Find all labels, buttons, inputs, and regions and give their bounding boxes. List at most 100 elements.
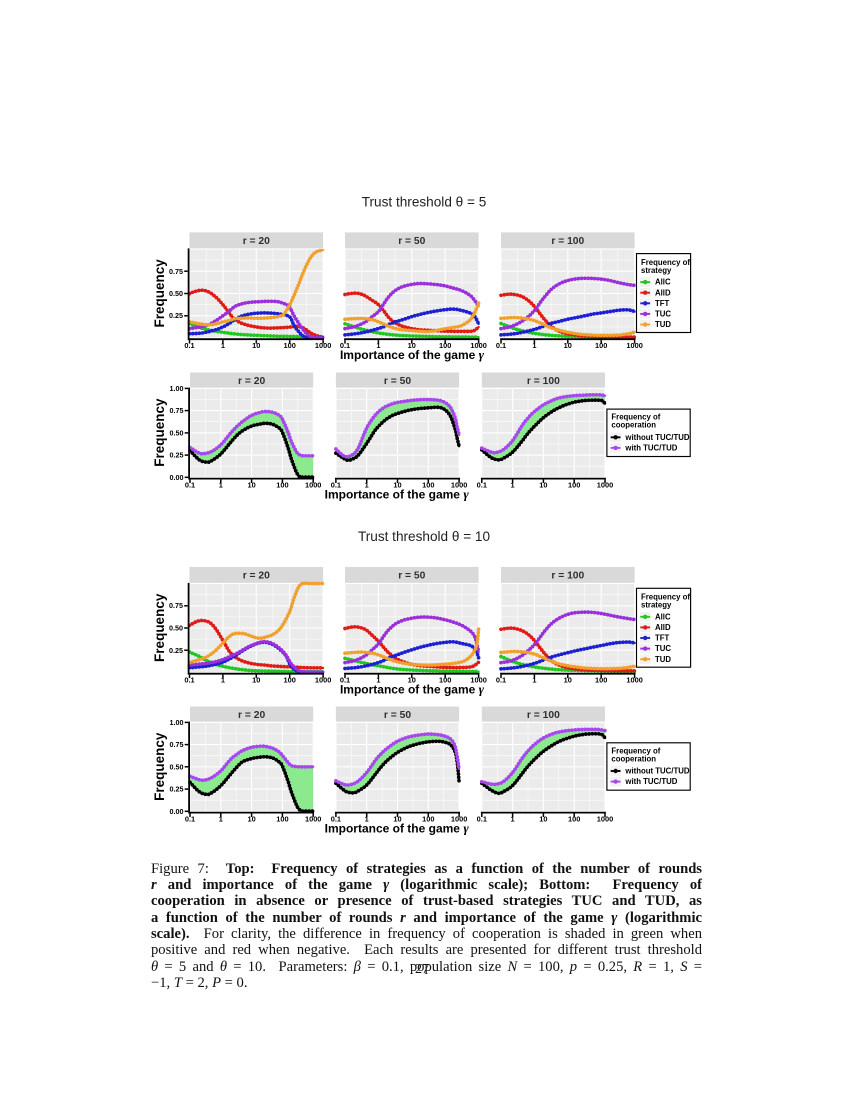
svg-text:1000: 1000	[451, 480, 467, 489]
svg-text:r = 100: r = 100	[551, 571, 584, 582]
svg-text:AllD: AllD	[655, 288, 671, 297]
svg-text:10: 10	[539, 814, 547, 823]
svg-text:0.1: 0.1	[477, 814, 487, 823]
svg-text:Frequency: Frequency	[152, 398, 167, 467]
svg-text:1.00: 1.00	[170, 384, 184, 393]
svg-text:AllC: AllC	[655, 612, 671, 621]
svg-text:100: 100	[284, 675, 296, 684]
svg-text:1000: 1000	[305, 480, 321, 489]
svg-text:Trust threshold θ = 10: Trust threshold θ = 10	[358, 529, 491, 544]
svg-text:1000: 1000	[470, 675, 486, 684]
svg-text:1.00: 1.00	[170, 718, 184, 727]
svg-text:Trust threshold θ = 5: Trust threshold θ = 5	[362, 195, 487, 210]
svg-text:10: 10	[393, 814, 401, 823]
svg-text:AllD: AllD	[655, 623, 671, 632]
svg-text:100: 100	[595, 675, 607, 684]
svg-text:1: 1	[365, 480, 369, 489]
svg-text:10: 10	[252, 341, 260, 350]
svg-text:0.1: 0.1	[340, 675, 350, 684]
svg-text:Importance of the game γ: Importance of the game γ	[340, 681, 485, 696]
svg-text:TUC: TUC	[655, 310, 671, 319]
svg-text:0.1: 0.1	[184, 675, 194, 684]
svg-text:TUD: TUD	[655, 655, 671, 664]
svg-text:r = 100: r = 100	[527, 710, 560, 721]
svg-text:r = 20: r = 20	[238, 376, 265, 387]
svg-text:0.1: 0.1	[331, 814, 341, 823]
svg-text:100: 100	[568, 814, 580, 823]
svg-text:TFT: TFT	[655, 634, 670, 643]
svg-text:0.1: 0.1	[185, 814, 195, 823]
svg-text:100: 100	[276, 814, 288, 823]
svg-text:1: 1	[221, 341, 225, 350]
svg-text:0.75: 0.75	[170, 406, 184, 415]
svg-text:with TUC/TUD: with TUC/TUD	[624, 444, 677, 453]
svg-text:10: 10	[252, 675, 260, 684]
svg-text:0.00: 0.00	[170, 473, 184, 482]
svg-text:Importance of the game γ: Importance of the game γ	[325, 820, 470, 835]
svg-text:100: 100	[276, 480, 288, 489]
svg-text:Frequency: Frequency	[152, 732, 167, 801]
svg-text:strategy: strategy	[641, 266, 672, 275]
svg-text:r = 100: r = 100	[527, 376, 560, 387]
svg-text:10: 10	[564, 675, 572, 684]
svg-text:Frequency of: Frequency of	[611, 746, 660, 755]
svg-text:with TUC/TUD: with TUC/TUD	[624, 777, 677, 786]
svg-text:r = 50: r = 50	[384, 710, 411, 721]
svg-text:0.75: 0.75	[169, 267, 183, 276]
svg-text:TUD: TUD	[655, 320, 671, 329]
svg-text:10: 10	[247, 814, 255, 823]
svg-text:10: 10	[247, 480, 255, 489]
svg-text:without TUC/TUD: without TUC/TUD	[624, 433, 689, 442]
svg-text:10: 10	[539, 480, 547, 489]
svg-text:1000: 1000	[470, 341, 486, 350]
svg-text:0.00: 0.00	[170, 807, 184, 816]
svg-text:100: 100	[568, 480, 580, 489]
svg-text:0.25: 0.25	[170, 451, 184, 460]
svg-text:r = 50: r = 50	[398, 236, 425, 247]
svg-text:r = 20: r = 20	[243, 571, 270, 582]
svg-text:100: 100	[284, 341, 296, 350]
svg-text:1000: 1000	[451, 814, 467, 823]
svg-text:1: 1	[511, 480, 515, 489]
svg-text:TUC: TUC	[655, 644, 671, 653]
svg-text:1: 1	[532, 341, 536, 350]
svg-text:1000: 1000	[315, 341, 331, 350]
svg-text:10: 10	[564, 341, 572, 350]
svg-text:100: 100	[439, 675, 451, 684]
svg-text:1: 1	[365, 814, 369, 823]
svg-text:0.1: 0.1	[496, 675, 506, 684]
svg-text:strategy: strategy	[641, 601, 672, 610]
svg-text:0.75: 0.75	[169, 601, 183, 610]
svg-text:Frequency: Frequency	[152, 593, 167, 662]
svg-text:100: 100	[439, 341, 451, 350]
svg-text:0.1: 0.1	[185, 480, 195, 489]
svg-text:0.50: 0.50	[170, 428, 184, 437]
svg-text:Frequency of: Frequency of	[641, 258, 690, 267]
svg-text:0.1: 0.1	[184, 341, 194, 350]
svg-text:Frequency: Frequency	[152, 259, 167, 328]
svg-text:AllC: AllC	[655, 278, 671, 287]
svg-text:1000: 1000	[597, 814, 613, 823]
svg-text:0.1: 0.1	[477, 480, 487, 489]
svg-text:1000: 1000	[626, 341, 642, 350]
svg-text:100: 100	[595, 341, 607, 350]
svg-text:1: 1	[376, 341, 380, 350]
svg-text:1: 1	[221, 675, 225, 684]
svg-text:0.1: 0.1	[496, 341, 506, 350]
svg-text:1000: 1000	[315, 675, 331, 684]
svg-text:0.50: 0.50	[170, 762, 184, 771]
svg-text:0.25: 0.25	[169, 646, 183, 655]
svg-text:r = 50: r = 50	[384, 376, 411, 387]
svg-text:1000: 1000	[597, 480, 613, 489]
svg-text:10: 10	[408, 675, 416, 684]
svg-text:100: 100	[422, 814, 434, 823]
svg-text:r = 50: r = 50	[398, 571, 425, 582]
svg-text:0.1: 0.1	[331, 480, 341, 489]
svg-text:cooperation: cooperation	[611, 421, 656, 430]
svg-text:1: 1	[219, 814, 223, 823]
svg-text:Importance of the game γ: Importance of the game γ	[325, 486, 470, 501]
svg-text:r = 20: r = 20	[238, 710, 265, 721]
svg-text:0.25: 0.25	[169, 311, 183, 320]
svg-text:0.25: 0.25	[170, 785, 184, 794]
svg-text:1: 1	[376, 675, 380, 684]
